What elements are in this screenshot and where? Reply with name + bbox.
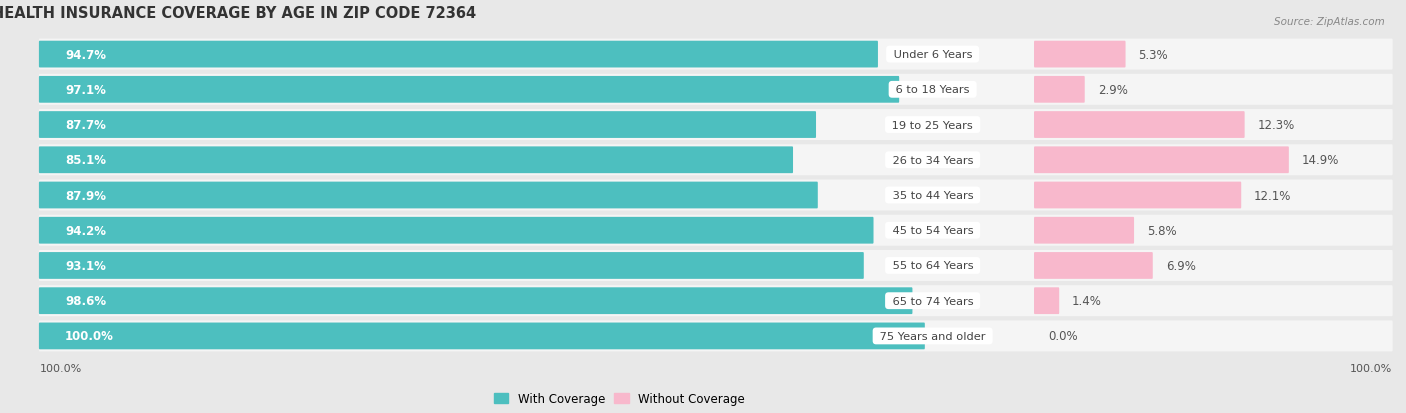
- Text: 12.3%: 12.3%: [1257, 119, 1295, 132]
- Text: 87.7%: 87.7%: [65, 119, 105, 132]
- Text: 6 to 18 Years: 6 to 18 Years: [891, 85, 973, 95]
- FancyBboxPatch shape: [1033, 147, 1289, 174]
- FancyBboxPatch shape: [39, 323, 925, 349]
- FancyBboxPatch shape: [1033, 77, 1084, 103]
- Text: 6.9%: 6.9%: [1166, 259, 1195, 272]
- FancyBboxPatch shape: [1033, 287, 1059, 314]
- FancyBboxPatch shape: [39, 217, 873, 244]
- Text: 75 Years and older: 75 Years and older: [876, 331, 990, 341]
- Text: 14.9%: 14.9%: [1302, 154, 1339, 167]
- Text: 98.6%: 98.6%: [65, 294, 107, 307]
- FancyBboxPatch shape: [39, 110, 1392, 141]
- Text: Under 6 Years: Under 6 Years: [890, 50, 976, 60]
- Text: 94.7%: 94.7%: [65, 48, 105, 62]
- FancyBboxPatch shape: [39, 77, 900, 103]
- FancyBboxPatch shape: [1033, 252, 1153, 279]
- FancyBboxPatch shape: [1033, 217, 1135, 244]
- Text: 65 to 74 Years: 65 to 74 Years: [889, 296, 977, 306]
- FancyBboxPatch shape: [39, 252, 863, 279]
- Text: 5.3%: 5.3%: [1139, 48, 1168, 62]
- FancyBboxPatch shape: [1033, 42, 1126, 68]
- Text: 100.0%: 100.0%: [65, 330, 114, 343]
- Text: HEALTH INSURANCE COVERAGE BY AGE IN ZIP CODE 72364: HEALTH INSURANCE COVERAGE BY AGE IN ZIP …: [0, 5, 475, 21]
- Text: 100.0%: 100.0%: [39, 363, 82, 373]
- FancyBboxPatch shape: [39, 42, 877, 68]
- Text: 5.8%: 5.8%: [1147, 224, 1177, 237]
- FancyBboxPatch shape: [39, 285, 1392, 316]
- FancyBboxPatch shape: [39, 75, 1392, 106]
- FancyBboxPatch shape: [39, 287, 912, 314]
- Text: 2.9%: 2.9%: [1098, 83, 1128, 97]
- FancyBboxPatch shape: [1033, 182, 1241, 209]
- Text: 97.1%: 97.1%: [65, 83, 105, 97]
- Text: 12.1%: 12.1%: [1254, 189, 1292, 202]
- FancyBboxPatch shape: [1033, 112, 1244, 139]
- Text: 19 to 25 Years: 19 to 25 Years: [889, 120, 977, 130]
- Text: 45 to 54 Years: 45 to 54 Years: [889, 225, 977, 236]
- FancyBboxPatch shape: [39, 215, 1392, 246]
- Text: 87.9%: 87.9%: [65, 189, 105, 202]
- FancyBboxPatch shape: [39, 250, 1392, 281]
- FancyBboxPatch shape: [39, 147, 793, 174]
- Text: 35 to 44 Years: 35 to 44 Years: [889, 190, 977, 201]
- Text: 0.0%: 0.0%: [1049, 330, 1078, 343]
- Text: 93.1%: 93.1%: [65, 259, 105, 272]
- FancyBboxPatch shape: [39, 320, 1392, 351]
- FancyBboxPatch shape: [39, 180, 1392, 211]
- Text: 94.2%: 94.2%: [65, 224, 105, 237]
- FancyBboxPatch shape: [39, 40, 1392, 71]
- FancyBboxPatch shape: [39, 145, 1392, 176]
- Text: 85.1%: 85.1%: [65, 154, 105, 167]
- FancyBboxPatch shape: [39, 112, 815, 139]
- Text: 1.4%: 1.4%: [1073, 294, 1102, 307]
- Legend: With Coverage, Without Coverage: With Coverage, Without Coverage: [489, 388, 749, 410]
- FancyBboxPatch shape: [39, 182, 818, 209]
- Text: 100.0%: 100.0%: [1350, 363, 1392, 373]
- Text: Source: ZipAtlas.com: Source: ZipAtlas.com: [1274, 17, 1385, 26]
- Text: 26 to 34 Years: 26 to 34 Years: [889, 155, 977, 165]
- Text: 55 to 64 Years: 55 to 64 Years: [889, 261, 977, 271]
